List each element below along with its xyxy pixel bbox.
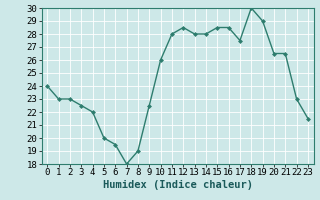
X-axis label: Humidex (Indice chaleur): Humidex (Indice chaleur): [103, 180, 252, 190]
